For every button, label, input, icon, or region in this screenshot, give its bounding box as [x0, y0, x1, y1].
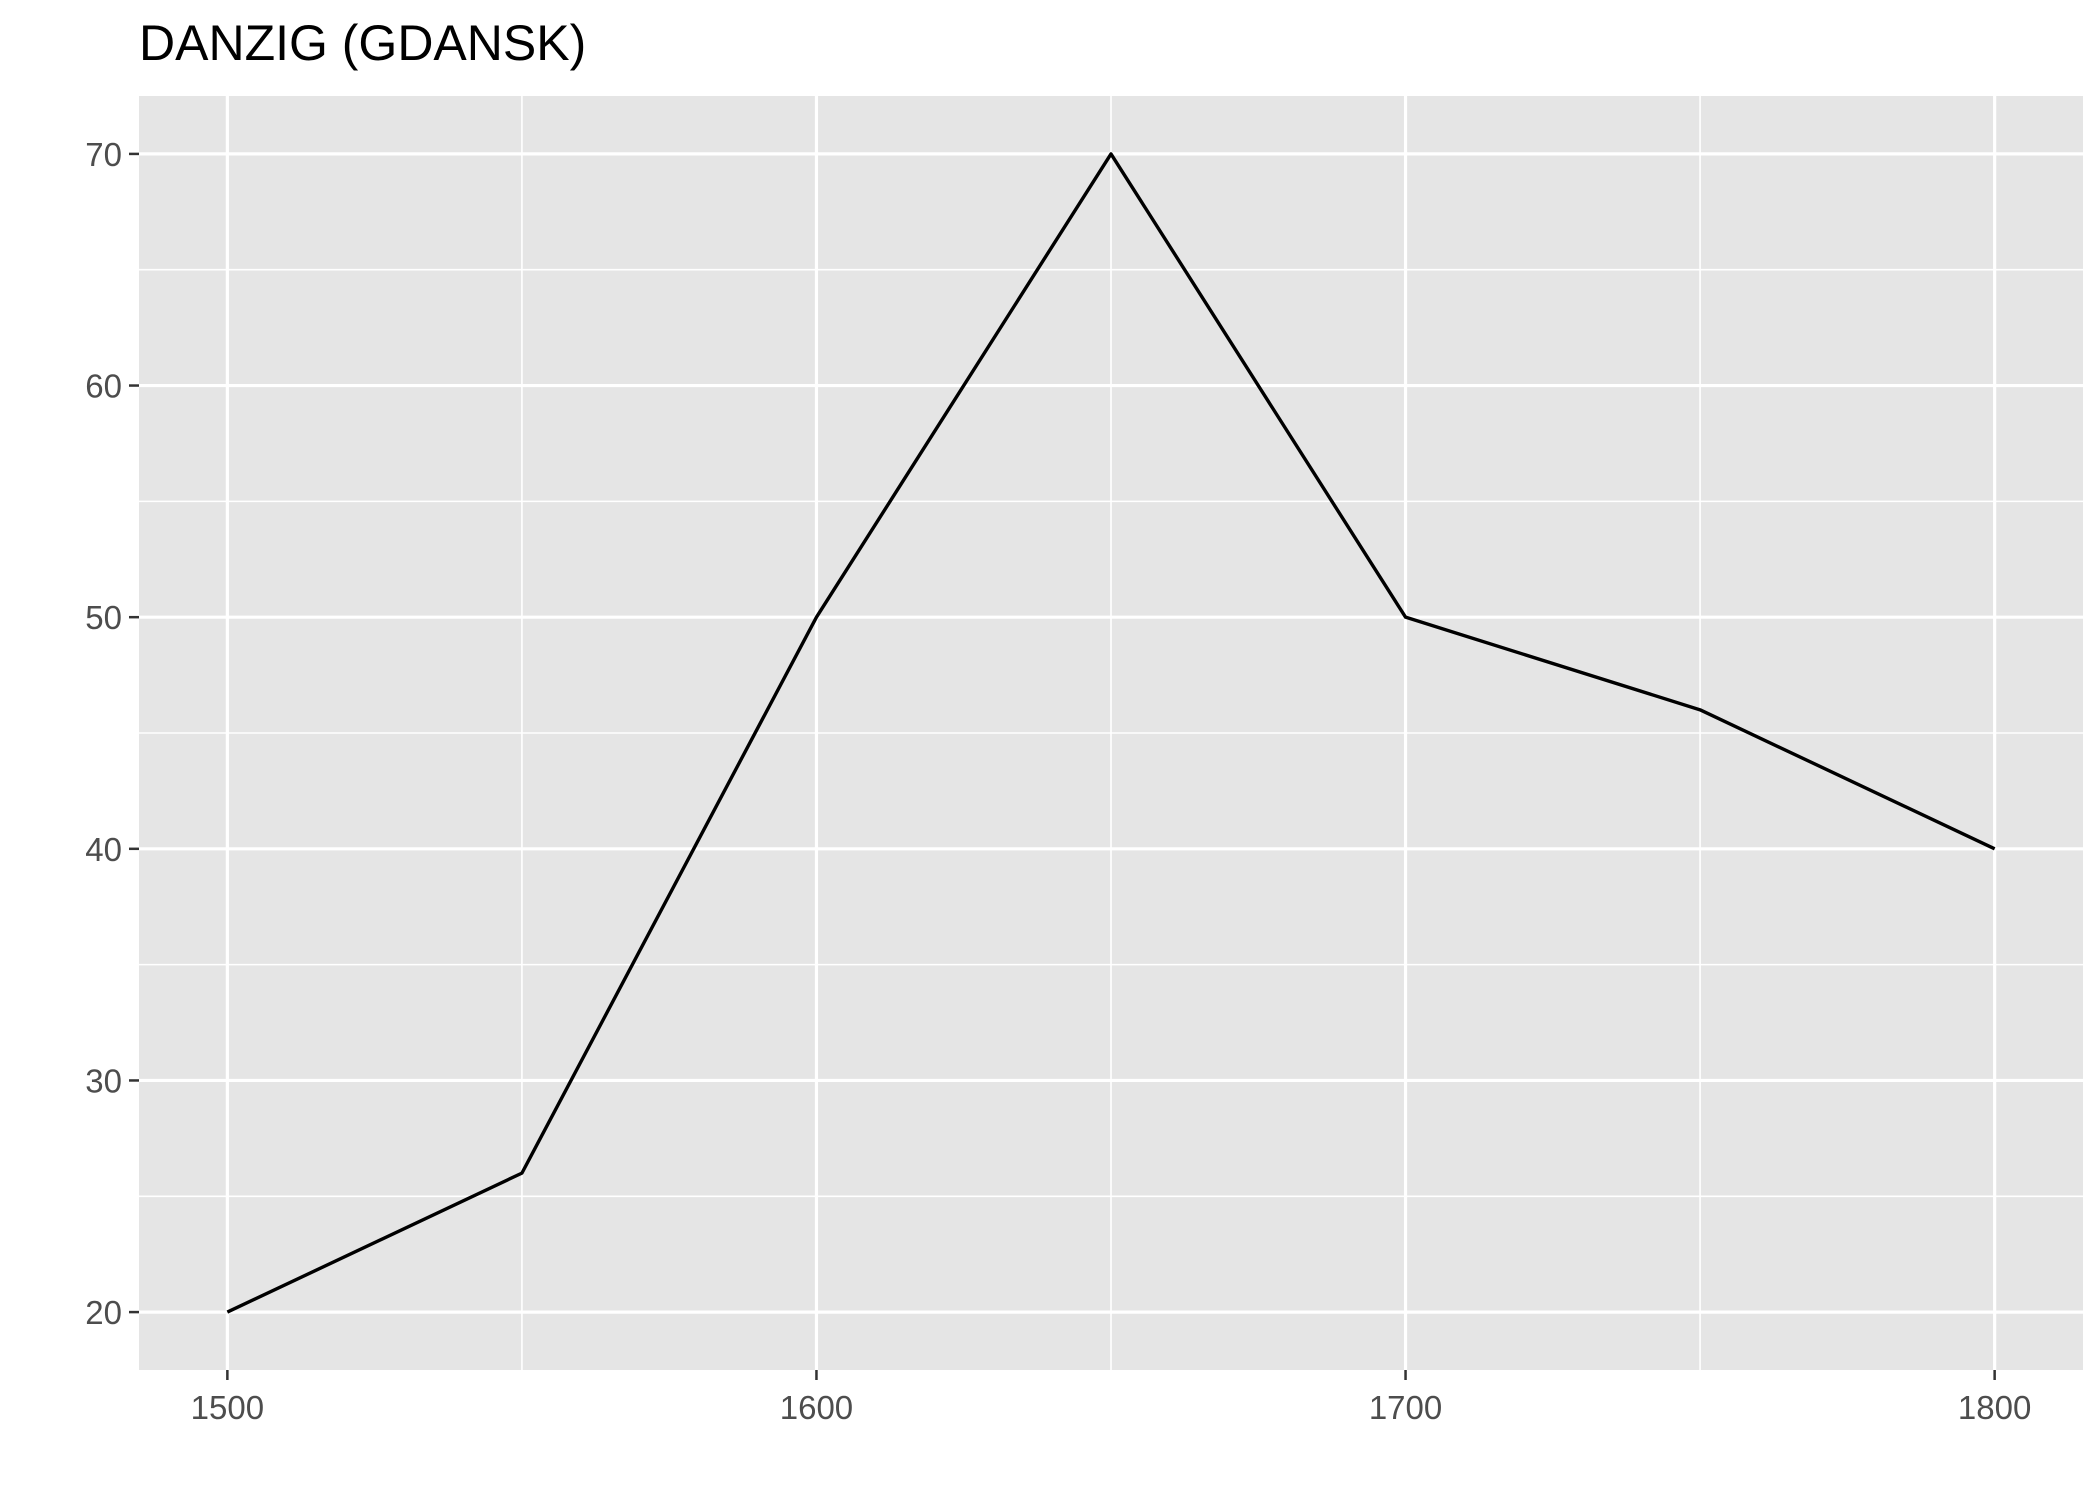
- y-tick-label: 60: [85, 368, 122, 405]
- series-line-1: [226, 152, 1996, 1314]
- series-layer: [226, 152, 1996, 1314]
- major-gridlines: [139, 96, 2083, 1370]
- x-tick-label: 1600: [780, 1389, 853, 1426]
- y-tick-label: 50: [85, 599, 122, 636]
- y-tick-label: 30: [85, 1062, 122, 1099]
- axes: 1500 1600 1700 1800 20 30 40 50 60 70: [85, 136, 2031, 1426]
- chart-title: DANZIG (GDANSK): [139, 15, 587, 71]
- y-tick-label: 40: [85, 831, 122, 868]
- x-tick-label: 1700: [1369, 1389, 1442, 1426]
- x-tick-label: 1500: [191, 1389, 264, 1426]
- y-tick-label: 70: [85, 136, 122, 173]
- x-tick-label: 1800: [1958, 1389, 2031, 1426]
- minor-gridlines: [139, 96, 2083, 1370]
- y-tick-label: 20: [85, 1294, 122, 1331]
